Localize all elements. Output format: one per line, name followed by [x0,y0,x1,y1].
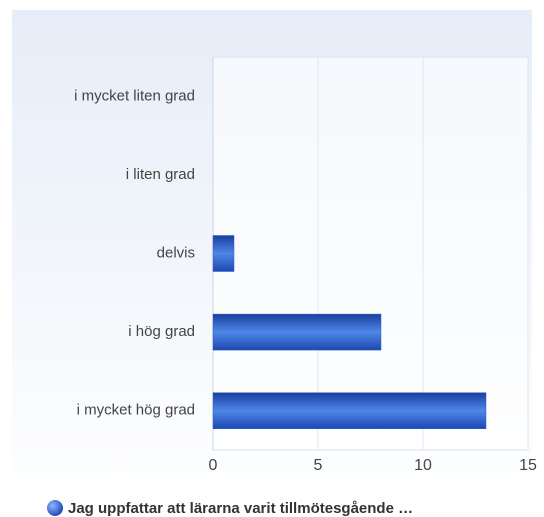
x-tick-label: 15 [519,457,537,474]
x-tick-label: 10 [414,457,432,474]
y-tick-label: i mycket liten grad [74,87,195,104]
bar [212,392,487,429]
legend-label: Jag uppfattar att lärarna varit tillmöte… [68,500,413,517]
plot-area [212,56,529,451]
x-tick-label: 5 [314,457,323,474]
bar [212,313,382,351]
y-tick-label: i hög grad [128,323,195,340]
legend-marker [47,500,63,516]
x-tick-label: 0 [209,457,218,474]
y-tick-label: i liten grad [126,166,195,183]
y-tick-label: i mycket hög grad [77,402,195,419]
bar [212,235,235,272]
y-tick-label: delvis [157,244,195,261]
